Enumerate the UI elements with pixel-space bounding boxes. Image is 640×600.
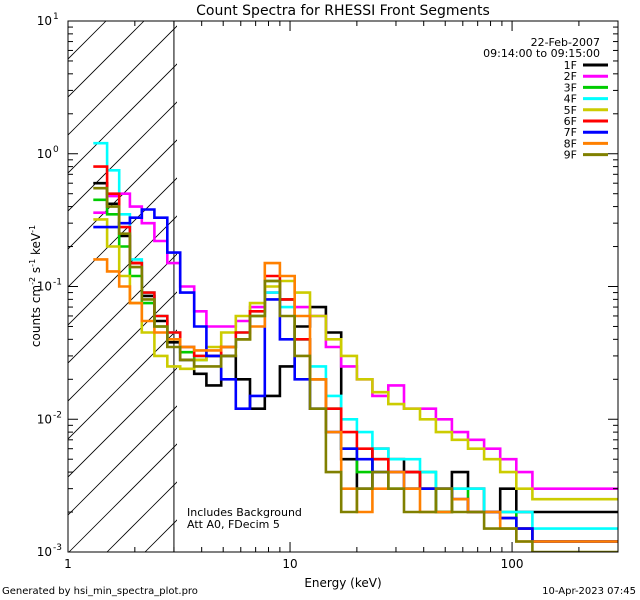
series-layer (93, 141, 618, 552)
y-tick-label: 10 (37, 412, 52, 426)
y-tick-exponent: 1 (53, 12, 59, 22)
legend-label: 3F (564, 81, 577, 94)
y-tick-exponent: -3 (53, 543, 62, 553)
y-tick-label: 10 (37, 147, 52, 161)
x-tick-label: 1 (64, 557, 72, 571)
series-9F (93, 186, 618, 552)
date-label: 22-Feb-2007 (531, 36, 600, 49)
legend-label: 5F (564, 104, 577, 117)
hatch-line (68, 25, 177, 136)
annotation-background: Includes Background (187, 506, 302, 519)
legend-label: 6F (564, 115, 577, 128)
y-tick-exponent: -1 (53, 278, 62, 288)
hatch-line (68, 367, 177, 478)
annotation-attenuator: Att A0, FDecim 5 (187, 518, 280, 531)
y-tick-label: 10 (37, 280, 52, 294)
y-tick-label: 10 (37, 545, 52, 559)
y-axis-label: counts cm-2 s-1 keV-1 (28, 225, 43, 347)
axis-ticks (67, 20, 619, 553)
series-5F (93, 218, 618, 501)
legend-label: 4F (564, 93, 577, 106)
hatch-line (68, 253, 177, 364)
y-tick-label: 10 (37, 14, 52, 28)
x-tick-labels: 1 10 100 (64, 557, 523, 571)
y-tick-exponent: 0 (53, 145, 59, 155)
legend-label: 2F (564, 70, 577, 83)
hatch-line (68, 63, 177, 174)
footer-generator: Generated by hsi_min_spectra_plot.pro (2, 586, 198, 597)
hatch-line (68, 215, 177, 326)
x-tick-label: 100 (501, 557, 524, 571)
chart-title: Count Spectra for RHESSI Front Segments (196, 3, 490, 19)
hatch-line (68, 443, 177, 552)
legend-label: 9F (564, 149, 577, 162)
x-tick-label: 10 (282, 557, 297, 571)
y-tick-exponent: -2 (53, 410, 62, 420)
hatch-line (68, 405, 177, 516)
legend-label: 8F (564, 137, 577, 150)
plot-frame (67, 20, 619, 553)
hatch-line (68, 101, 177, 212)
time-range-label: 09:14:00 to 09:15:00 (483, 47, 600, 60)
x-axis-label: Energy (keV) (304, 576, 381, 590)
excluded-region-hatch (68, 21, 177, 552)
legend-label: 7F (564, 126, 577, 139)
series-2F (93, 192, 618, 490)
legend-label: 1F (564, 59, 577, 72)
footer-timestamp: 10-Apr-2023 07:45 (542, 586, 636, 597)
